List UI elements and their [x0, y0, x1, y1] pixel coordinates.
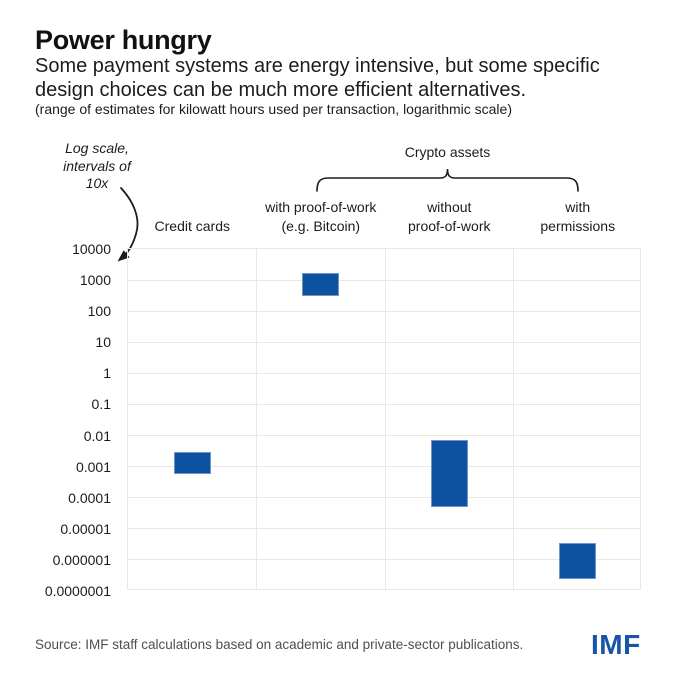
plot-area: 10000 1000 100 10 1 0.1 0.01 0.001 0.0001 0.00001…	[45, 199, 641, 599]
y-axis-tick-label: 10	[95, 334, 111, 351]
range-bar	[559, 542, 597, 579]
imf-logo: IMF	[591, 629, 641, 660]
brace-icon	[316, 168, 579, 192]
y-axis-tick-label: 0.0001	[68, 489, 111, 506]
column-header-line: without	[427, 199, 472, 215]
column-header-line: Credit cards	[154, 217, 230, 234]
gridline-vertical	[384, 249, 386, 589]
chart-unit-note: (range of estimates for kilowatt hours u…	[35, 101, 512, 117]
gridline-horizontal	[128, 310, 640, 312]
subtitle-line: design choices can be much more efficien…	[35, 78, 527, 101]
range-bar	[173, 451, 211, 474]
column-header: without proof-of-work	[385, 195, 514, 235]
y-axis-tick-label: 0.0000001	[44, 583, 111, 599]
y-axis-tick-label: 1	[103, 365, 111, 382]
column-header-line: with proof-of-work	[265, 199, 377, 215]
gridline-vertical	[256, 249, 257, 589]
log-scale-line: intervals of	[63, 157, 131, 174]
subtitle: Some payment systems are energy intensiv…	[35, 55, 600, 102]
y-axis-tick-label: 100	[87, 303, 111, 320]
column-header-line: proof-of-work	[408, 217, 491, 234]
y-axis-tick-label: 0.000001	[52, 551, 111, 568]
y-axis-tick-label: 10000	[72, 241, 111, 257]
column-header-line: permissions	[540, 217, 616, 234]
gridline-horizontal	[128, 559, 640, 561]
range-bar	[302, 272, 340, 297]
gridline-horizontal	[128, 528, 640, 530]
log-scale-line: 10x	[85, 175, 109, 191]
log-scale-line: Log scale,	[65, 140, 129, 156]
gridline-horizontal	[128, 403, 640, 405]
y-axis-tick-label: 0.00001	[60, 520, 111, 537]
gridline-horizontal	[128, 341, 640, 343]
gridline-horizontal	[128, 466, 640, 468]
log-scale-annotation: Log scale, intervals of 10x	[37, 140, 157, 193]
crypto-assets-group-label: Crypto assets	[404, 144, 491, 160]
gridline-horizontal	[128, 279, 640, 281]
gridline-horizontal	[128, 372, 640, 374]
y-axis-tick-label: 0.01	[83, 427, 111, 444]
column-header: with permissions	[514, 195, 643, 235]
y-axis-tick-label: 0.1	[91, 396, 111, 413]
gridline-horizontal	[128, 435, 640, 437]
column-header: Credit cards	[128, 195, 257, 235]
source-note: Source: IMF staff calculations based on …	[35, 637, 524, 652]
range-bar	[430, 440, 468, 508]
subtitle-line: Some payment systems are energy intensiv…	[35, 55, 600, 77]
column-header: with proof-of-work (e.g. Bitcoin)	[257, 195, 386, 235]
y-axis-tick-label: 0.001	[75, 458, 111, 475]
page-title: Power hungry	[35, 25, 212, 55]
gridline-vertical	[513, 249, 514, 589]
column-header-line: (e.g. Bitcoin)	[281, 217, 361, 234]
column-header-line: with	[565, 199, 591, 215]
y-axis-tick-label: 1000	[79, 272, 111, 289]
gridline-horizontal	[128, 497, 640, 499]
